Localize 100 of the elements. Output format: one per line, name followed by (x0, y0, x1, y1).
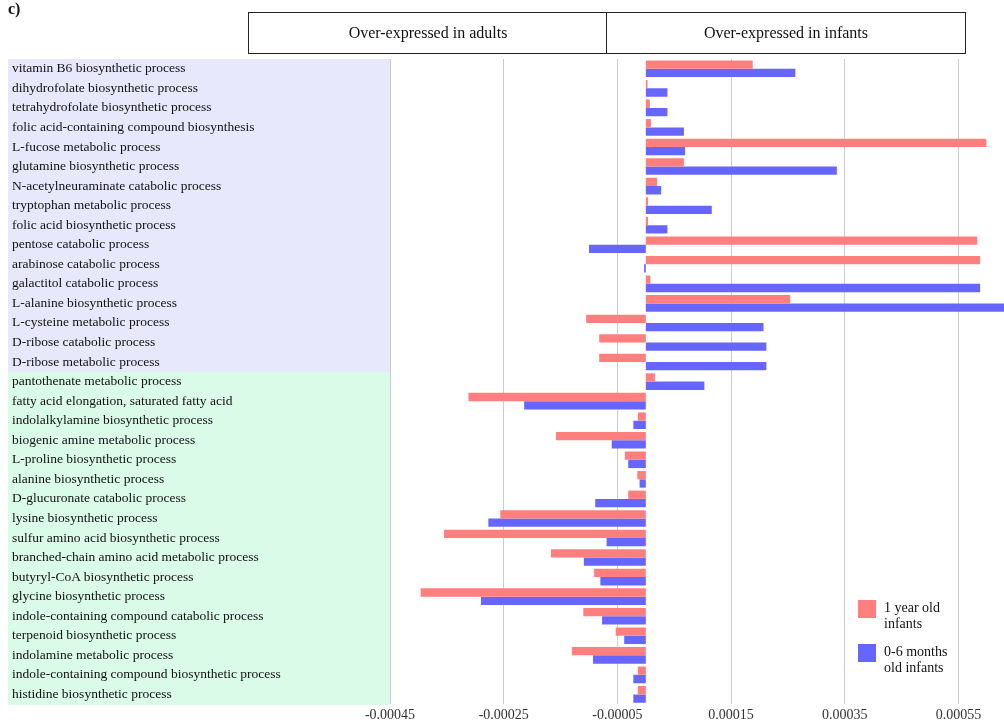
y-tick-label: biogenic amine metabolic process (12, 431, 196, 447)
bar (606, 538, 646, 547)
y-tick-label: N-acetylneuraminate catabolic process (12, 177, 222, 193)
y-tick-label: glutamine biosynthetic process (12, 158, 180, 174)
bar (645, 373, 655, 382)
y-tick-label: pentose catabolic process (12, 236, 150, 252)
bar (645, 255, 981, 265)
bar (583, 557, 646, 566)
y-tick-label: arabinose catabolic process (12, 255, 160, 271)
bar (550, 549, 646, 558)
y-tick-label: D-glucuronate catabolic process (12, 490, 186, 506)
bar (633, 420, 646, 430)
bar (645, 177, 658, 187)
y-tick-label: L-proline biosynthetic process (12, 451, 177, 467)
y-tick-label: galactitol catabolic process (12, 275, 159, 291)
x-tick-label: -0.00045 (364, 707, 416, 723)
bar (645, 303, 1004, 312)
bar (624, 451, 646, 460)
bar (633, 694, 646, 703)
bar (628, 490, 646, 499)
bar (600, 577, 646, 586)
bar (444, 529, 646, 539)
bar (645, 138, 987, 147)
bar (645, 322, 764, 332)
bar (645, 146, 686, 156)
y-tick-label: lysine biosynthetic process (12, 510, 158, 526)
y-tick-label: fatty acid elongation, saturated fatty acid (12, 392, 233, 408)
bar (588, 244, 646, 254)
bar (645, 68, 796, 78)
y-tick-label: terpenoid biosynthetic process (12, 627, 177, 643)
y-tick-label: indolamine metabolic process (12, 646, 174, 662)
y-tick-label: glycine biosynthetic process (12, 588, 165, 604)
bar (645, 225, 668, 234)
x-tick-label: -0.00005 (592, 707, 643, 723)
bar (645, 158, 684, 167)
bar (615, 627, 646, 636)
bar (586, 314, 646, 323)
bar (645, 283, 981, 293)
x-tick-label: 0.00055 (935, 707, 982, 723)
bar (594, 568, 646, 578)
bar (645, 107, 668, 117)
bar (599, 334, 646, 343)
bar (645, 381, 705, 390)
bar (645, 236, 978, 245)
bar (599, 353, 646, 363)
bar (468, 392, 646, 402)
bar (602, 616, 646, 625)
bar (637, 412, 646, 421)
bar (637, 686, 646, 695)
bar (611, 440, 646, 449)
y-tick-label: indole-containing compound biosynthetic process (12, 666, 281, 682)
bar (637, 471, 646, 480)
y-tick-label: branched-chain amino acid metabolic process (12, 549, 259, 565)
bar (624, 635, 646, 645)
y-tick-label: pantothenate metabolic process (12, 373, 182, 389)
y-tick-label: alanine biosynthetic process (12, 470, 165, 486)
text: c) (8, 0, 21, 18)
bar (645, 342, 767, 351)
y-tick-label: L-cysteine metabolic process (12, 314, 170, 330)
y-tick-label: sulfur amino acid biosynthetic process (12, 529, 220, 545)
bar (645, 88, 668, 97)
bar (420, 588, 646, 597)
bar (633, 674, 646, 684)
y-tick-label: butyryl-CoA biosynthetic process (12, 568, 194, 584)
y-tick-label: D-ribose catabolic process (12, 334, 156, 350)
y-tick-label: histidine biosynthetic process (12, 685, 172, 701)
y-tick-label: dihydrofolate biosynthetic process (12, 79, 198, 95)
bar (645, 166, 837, 175)
bar (645, 197, 649, 206)
bar (480, 596, 646, 605)
bar (645, 99, 650, 108)
y-tick-label: L-alanine biosynthetic process (12, 294, 177, 310)
bar (592, 655, 646, 664)
bar (628, 459, 646, 469)
y-tick-label: indolalkylamine biosynthetic process (12, 412, 213, 428)
bar (500, 510, 646, 519)
y-tick-label: folic acid-containing compound biosynthesis (12, 118, 255, 134)
x-tick-label: -0.00025 (478, 707, 529, 723)
bar (637, 666, 646, 675)
y-tick-label: vitamin B6 biosynthetic process (12, 60, 186, 76)
text: Over-expressed in infants (606, 12, 966, 54)
bar (645, 205, 712, 214)
bar (524, 401, 646, 410)
bar (639, 479, 646, 488)
bar (645, 362, 767, 371)
y-tick-label: folic acid biosynthetic process (12, 216, 176, 232)
bar (645, 186, 662, 195)
bar (571, 647, 646, 656)
bar (556, 431, 646, 441)
x-tick-label: 0.00035 (822, 707, 868, 723)
y-tick-label: indole-containing compound catabolic process (12, 607, 264, 623)
legend-label: 1 year old infants (884, 600, 941, 632)
text: Over-expressed in adults (248, 12, 608, 54)
bar (645, 119, 651, 128)
y-tick-label: tetrahydrofolate biosynthetic process (12, 99, 212, 115)
bar (645, 127, 684, 136)
y-tick-label: tryptophan metabolic process (12, 197, 171, 213)
bar (645, 295, 791, 304)
legend-label: 0-6 months old infants (884, 644, 949, 676)
bar (645, 60, 753, 69)
